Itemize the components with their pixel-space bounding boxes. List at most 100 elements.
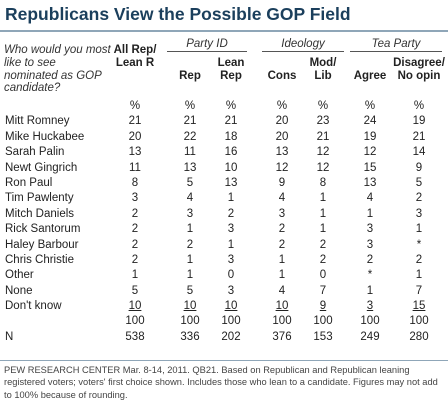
table-cell: 19	[363, 130, 377, 143]
table-cell: 21	[412, 130, 426, 143]
table-cell: 10	[224, 300, 238, 313]
table-cell: 8	[319, 176, 327, 189]
table-cell: 0	[319, 269, 327, 282]
table-cell: 1	[319, 223, 327, 236]
group-rule-party-id	[167, 51, 247, 52]
table-cell: 14	[412, 146, 426, 159]
table-cell: *	[416, 238, 422, 251]
table-cell: 2	[319, 253, 327, 266]
table-cell: 3	[366, 238, 374, 251]
table-cell: 2	[131, 253, 139, 266]
table-row: Chris Christie 2 1 3 1 2 2 2	[0, 253, 448, 268]
row-label: Ron Paul	[5, 176, 53, 189]
table-cell: 202	[221, 330, 241, 343]
table-cell: 100	[272, 315, 292, 328]
table-cell: 2	[227, 207, 235, 220]
source-note: PEW RESEARCH CENTER Mar. 8-14, 2011. QB2…	[4, 365, 438, 400]
table-cell: 8	[131, 176, 139, 189]
table-cell: 0	[227, 269, 235, 282]
group-rule-ideology	[262, 51, 344, 52]
table-cell: 7	[415, 284, 423, 297]
table-cell: 2	[131, 223, 139, 236]
table-cell: 1	[227, 192, 235, 205]
table-cell: 20	[128, 130, 142, 143]
table-cell: 21	[128, 115, 142, 128]
table-cell: 5	[131, 284, 139, 297]
row-label: None	[5, 284, 33, 297]
table-cell: 11	[129, 161, 141, 174]
table-cell: %	[317, 100, 329, 112]
table-cell: 1	[227, 238, 235, 251]
table-row: Don't know 10 10 10 10 9 3 15	[0, 299, 448, 314]
table-cell: 12	[363, 146, 377, 159]
column-header-lean-rep: Lean Rep	[217, 57, 245, 82]
table-cell: %	[276, 100, 288, 112]
row-label: Sarah Palin	[5, 146, 65, 159]
table-cell: 2	[366, 253, 374, 266]
table-cell: 12	[316, 161, 330, 174]
table-cell: 9	[319, 300, 327, 313]
table-cell: 18	[224, 130, 238, 143]
column-header-disagree: Disagree/ No opin	[393, 57, 445, 82]
table-cell: 2	[131, 207, 139, 220]
table-cell: 3	[186, 207, 194, 220]
column-header-modlib: Mod/ Lib	[309, 57, 337, 82]
table-cell: %	[184, 100, 196, 112]
table-cell: 5	[186, 284, 194, 297]
table-row: Newt Gingrich 11 13 10 12 12 15 9	[0, 161, 448, 176]
table-row: Other 1 1 0 1 0 * 1	[0, 268, 448, 283]
question-text: Who would you most like to see nominated…	[4, 44, 111, 95]
table-cell: 16	[224, 146, 238, 159]
column-header-all: All Rep/ Lean R	[113, 44, 157, 69]
table-cell: 249	[360, 330, 380, 343]
table-cell: 1	[415, 223, 423, 236]
table-cell: 21	[224, 115, 238, 128]
row-label: Don't know	[5, 300, 62, 313]
table-cell: 4	[366, 192, 374, 205]
table-row: %%%%%%%	[0, 99, 448, 114]
table-cell: 100	[221, 315, 241, 328]
table-cell: 336	[180, 330, 200, 343]
group-header-party-id: Party ID	[186, 38, 228, 50]
table-cell: *	[367, 269, 373, 282]
table-cell: 1	[319, 192, 327, 205]
table-cell: 2	[186, 238, 194, 251]
row-label: N	[5, 330, 14, 343]
table-cell: 15	[412, 300, 426, 313]
row-label: Other	[5, 269, 34, 282]
table-cell: 1	[278, 269, 286, 282]
table-cell: 3	[366, 223, 374, 236]
row-label: Rick Santorum	[5, 223, 81, 236]
table-cell: 4	[186, 192, 194, 205]
table-cell: 1	[278, 253, 286, 266]
table-cell: 13	[183, 161, 197, 174]
table-row: Mitt Romney 21 21 21 20 23 24 19	[0, 114, 448, 129]
footer-divider	[0, 360, 448, 361]
column-header-agree: Agree	[353, 70, 387, 82]
table-cell: %	[225, 100, 237, 112]
table-cell: 12	[316, 146, 330, 159]
table-cell: 10	[224, 161, 238, 174]
table-cell: 11	[184, 146, 196, 159]
table-cell: 1	[186, 269, 194, 282]
table-cell: 13	[224, 176, 238, 189]
table-cell: 1	[366, 207, 374, 220]
column-header-cons: Cons	[267, 70, 297, 82]
title-divider	[0, 30, 448, 32]
table-cell: %	[364, 100, 376, 112]
table-cell: 1	[415, 269, 423, 282]
table-cell: 23	[316, 115, 330, 128]
table-cell: 5	[186, 176, 194, 189]
group-header-ideology: Ideology	[281, 38, 325, 50]
table-cell: 2	[415, 253, 423, 266]
table-cell: 20	[275, 115, 289, 128]
table-row: Ron Paul 8 5 13 9 8 13 5	[0, 176, 448, 191]
table-cell: 2	[319, 238, 327, 251]
table-cell: 153	[313, 330, 333, 343]
table-cell: 3	[227, 253, 235, 266]
table-row: Sarah Palin 13 11 16 13 12 12 14	[0, 145, 448, 160]
table-cell: 10	[275, 300, 289, 313]
table-cell: 12	[275, 161, 289, 174]
table-cell: 2	[131, 238, 139, 251]
